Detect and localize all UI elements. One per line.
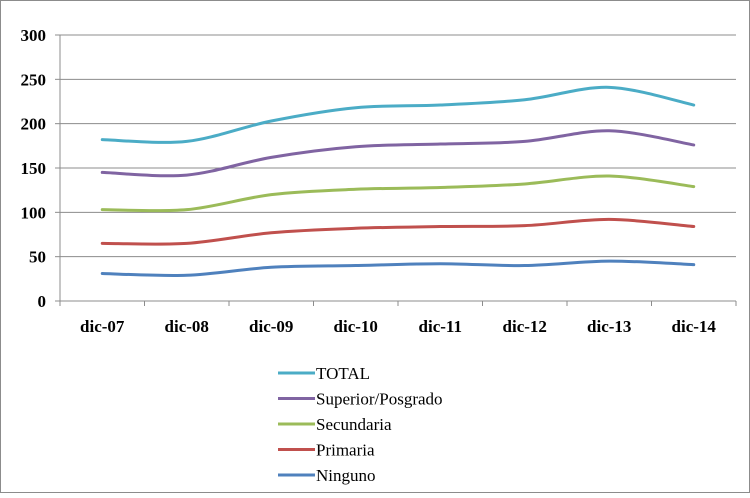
y-tick-label: 150	[21, 159, 47, 178]
series-line-0	[100, 85, 696, 144]
x-tick-label: dic-09	[249, 317, 293, 336]
series-line-3	[100, 217, 696, 246]
y-tick-label: 250	[21, 70, 47, 89]
series-line-2	[100, 174, 696, 213]
x-tick-label: dic-11	[419, 317, 462, 336]
gridlines	[60, 34, 736, 258]
x-tick-label: dic-12	[503, 317, 547, 336]
series-lines	[100, 85, 696, 278]
legend-label: Superior/Posgrado	[316, 390, 443, 409]
x-tick-label: dic-08	[165, 317, 209, 336]
y-tick-label: 100	[21, 203, 47, 222]
series-line-4	[100, 259, 696, 278]
series-line-1	[100, 129, 696, 178]
legend: TOTAL Superior/Posgrado Secundaria Primaria…	[278, 364, 443, 485]
y-tick-label: 0	[38, 292, 47, 311]
y-tick-labels: 0 50 100 150 200 250 300	[21, 26, 47, 311]
x-tick-label: dic-07	[80, 317, 125, 336]
legend-label: Secundaria	[316, 415, 392, 434]
y-tick-label: 300	[21, 26, 47, 45]
legend-label: TOTAL	[316, 364, 370, 383]
y-tick-label: 50	[29, 248, 46, 267]
x-tick-labels: dic-07 dic-08 dic-09 dic-10 dic-11 dic-12 dic-…	[80, 317, 716, 336]
legend-label: Ninguno	[316, 466, 376, 485]
x-tick-label: dic-10	[334, 317, 378, 336]
y-tick-label: 200	[21, 115, 47, 134]
legend-label: Primaria	[316, 441, 375, 460]
axes	[55, 34, 737, 306]
x-tick-label: dic-14	[672, 317, 717, 336]
x-tick-label: dic-13	[587, 317, 631, 336]
